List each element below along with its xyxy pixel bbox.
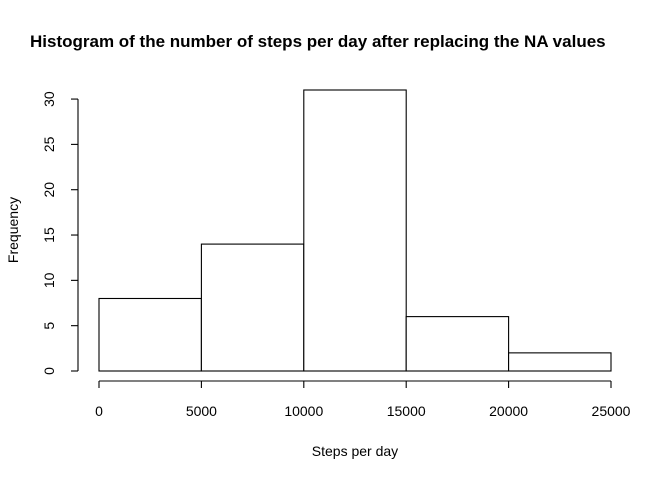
histogram-bar	[98, 297, 202, 372]
histogram-bar	[303, 89, 407, 372]
x-axis: 0 5000 10000 15000 20000 25000	[95, 380, 631, 419]
x-tick-label: 0	[95, 403, 103, 419]
y-tick-label: 20	[41, 182, 57, 198]
histogram-bar	[405, 316, 510, 372]
x-tick-label: 10000	[284, 403, 323, 419]
histogram-bar	[200, 243, 305, 372]
y-tick-label: 30	[41, 91, 57, 107]
y-axis: 0 5 10 15 20 25 30	[41, 91, 79, 375]
y-tick-label: 0	[41, 367, 57, 375]
x-axis-label: Steps per day	[312, 443, 398, 459]
y-axis-label: Frequency	[5, 197, 21, 263]
x-tick-label: 25000	[592, 403, 631, 419]
chart-title: Histogram of the number of steps per day…	[30, 32, 606, 51]
y-tick-label: 5	[41, 322, 57, 330]
bars-group	[98, 89, 612, 372]
y-tick-label: 10	[41, 272, 57, 288]
x-tick-label: 20000	[489, 403, 528, 419]
histogram-bar	[508, 352, 612, 372]
x-tick-label: 15000	[387, 403, 426, 419]
y-tick-label: 15	[41, 227, 57, 243]
y-tick-label: 25	[41, 136, 57, 152]
x-tick-label: 5000	[186, 403, 217, 419]
